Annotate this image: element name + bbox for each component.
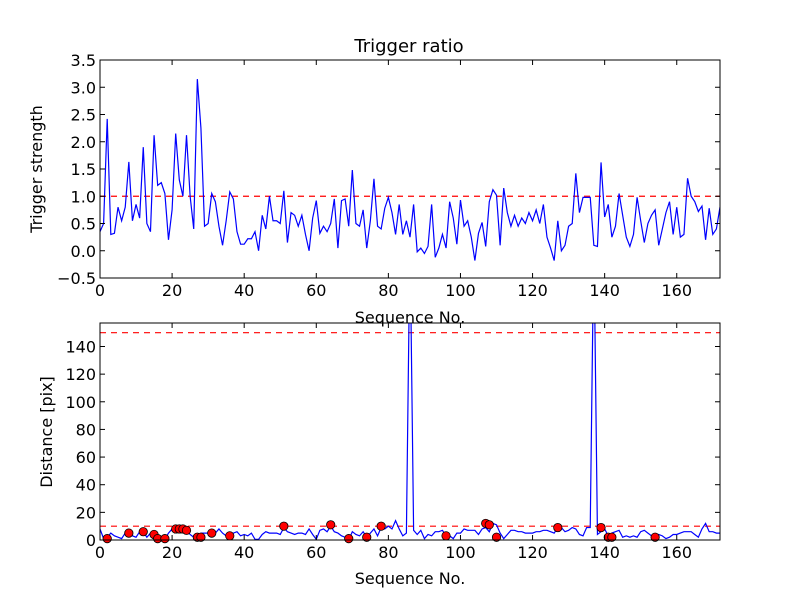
bottom-marker-point: [376, 521, 386, 531]
bottom-x-tick-label: 0: [95, 543, 105, 562]
bottom-y-tick-label: 140: [65, 337, 96, 356]
bottom-marker-point: [344, 534, 354, 544]
distance-chart: 0 20 40 60 80 100 120 140 160020406080100120140 …: [37, 322, 721, 588]
bottom-series-line: [100, 323, 720, 540]
bottom-marker-point: [650, 532, 660, 542]
top-x-tick-label: 140: [589, 281, 620, 300]
bottom-y-tick-label: 60: [76, 448, 96, 467]
top-x-tick-label: 160: [661, 281, 692, 300]
bottom-y-tick-label: 100: [65, 393, 96, 412]
top-x-tick-label: 0: [95, 281, 105, 300]
bottom-marker-point: [207, 528, 217, 538]
bottom-y-axis-label: Distance [pix]: [37, 376, 56, 488]
top-y-tick-label: 1.5: [71, 160, 96, 179]
bottom-marker-point: [607, 532, 617, 542]
trigger-ratio-chart: Trigger ratio 0 20 40 60 80 100 120 140 160−0.50…: [27, 36, 721, 327]
bottom-marker-point: [362, 532, 372, 542]
top-y-tick-label: 3.0: [71, 78, 96, 97]
bottom-x-tick-label: 120: [517, 543, 548, 562]
top-y-tick-label: 3.5: [71, 51, 96, 70]
bottom-marker-point: [181, 525, 192, 535]
bottom-y-tick-label: 0: [86, 531, 96, 550]
top-x-tick-label: 20: [162, 281, 182, 300]
top-y-axis-label: Trigger strength: [27, 105, 46, 234]
top-x-tick-label: 40: [234, 281, 254, 300]
bottom-plot-frame: [99, 322, 721, 541]
top-y-tick-label: 0.5: [71, 215, 96, 234]
bottom-y-tick-label: 20: [76, 503, 96, 522]
bottom-chart-marks: [100, 323, 720, 544]
bottom-marker-point: [138, 527, 148, 537]
top-y-tick-label: 1.0: [71, 187, 96, 206]
bottom-marker-point: [160, 534, 170, 544]
top-axis-ticks: 0 20 40 60 80 100 120 140 160 −0.5 0.0 0.5 1.0 1.5 2.0…: [57, 51, 720, 300]
bottom-x-tick-label: 20: [162, 543, 182, 562]
top-y-tick-label: 2.0: [71, 133, 96, 152]
top-x-tick-label: 100: [445, 281, 476, 300]
bottom-y-tick-label: 40: [76, 476, 96, 495]
bottom-x-tick-label: 80: [378, 543, 398, 562]
bottom-marker-point: [326, 520, 336, 530]
bottom-marker-point: [102, 534, 112, 544]
top-x-tick-label: 80: [378, 281, 398, 300]
bottom-x-tick-label: 160: [661, 543, 692, 562]
top-series-line: [100, 79, 720, 261]
bottom-marker-point: [484, 520, 494, 530]
bottom-x-tick-label: 140: [589, 543, 620, 562]
bottom-marker-point: [124, 528, 134, 538]
bottom-x-axis-label: Sequence No.: [355, 569, 466, 588]
bottom-x-tick-label: 40: [234, 543, 254, 562]
top-x-tick-label: 60: [306, 281, 326, 300]
bottom-marker-point: [225, 531, 235, 541]
bottom-marker-point: [196, 532, 206, 542]
top-y-tick-label: 0.0: [71, 242, 96, 261]
bottom-marker-point: [491, 532, 502, 542]
bottom-axis-ticks: 0 20 40 60 80 100 120 140 160 0 20 40 60 80 100 120 140: [65, 323, 720, 562]
top-x-tick-label: 120: [517, 281, 548, 300]
bottom-marker-point: [279, 521, 289, 531]
bottom-marker-point: [553, 522, 563, 533]
top-chart-marks: [100, 79, 720, 261]
top-y-tick-label: −0.5: [57, 269, 96, 288]
top-y-tick-label: 2.5: [71, 106, 96, 125]
chart-title: Trigger ratio: [353, 36, 463, 57]
bottom-marker-point: [441, 531, 451, 541]
bottom-marker-point: [596, 522, 606, 533]
top-x-axis-label: Sequence No.: [355, 308, 466, 327]
bottom-x-tick-label: 100: [445, 543, 476, 562]
bottom-x-tick-label: 60: [306, 543, 326, 562]
bottom-y-tick-label: 120: [65, 365, 96, 384]
bottom-y-tick-label: 80: [76, 420, 96, 439]
